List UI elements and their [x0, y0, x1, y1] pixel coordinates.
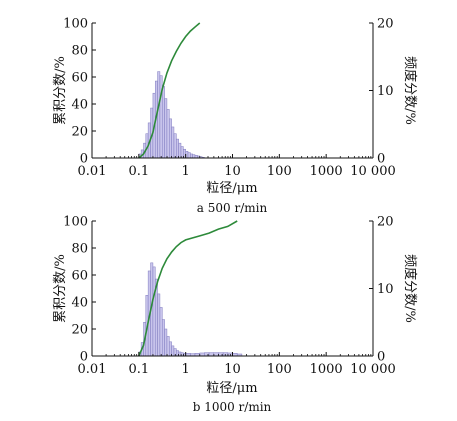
x-tick-label: 0.1 — [128, 164, 149, 179]
left-y-tick-label: 0 — [80, 350, 88, 365]
right-y-tick-label: 10 — [377, 84, 394, 99]
histogram-bars — [138, 262, 243, 357]
histogram-bar — [166, 109, 170, 159]
histogram-bar — [157, 71, 161, 159]
left-y-tick-label: 60 — [71, 269, 88, 284]
right-y-tick-label: 0 — [377, 350, 385, 365]
x-tick-label: 1 — [182, 362, 190, 377]
left-y-tick-label: 0 — [80, 152, 88, 167]
histogram-bar — [152, 266, 156, 357]
x-tick-label: 0.1 — [128, 362, 149, 377]
right-y-tick-label: 20 — [377, 215, 394, 230]
histogram-bar — [190, 153, 193, 159]
x-tick-label: 10 — [224, 362, 241, 377]
histogram-bar — [157, 293, 161, 357]
histogram-bar — [161, 86, 165, 159]
histogram-bar — [164, 328, 168, 357]
histogram-bar — [176, 138, 179, 159]
x-tick-label: 1000 — [310, 362, 343, 377]
histogram-bar — [161, 319, 165, 357]
left-y-tick-label: 40 — [71, 296, 88, 311]
left-y-tick-label: 20 — [71, 323, 88, 338]
left-y-tick-label: 100 — [63, 215, 88, 230]
x-tick-label: 10 — [224, 164, 241, 179]
x-tick-label: 10 000 — [350, 164, 396, 179]
x-tick-label: 1000 — [310, 164, 343, 179]
right-y-axis-title: 频度分数/% — [402, 254, 418, 323]
left-y-tick-label: 100 — [63, 17, 88, 32]
histogram-bar — [164, 98, 168, 159]
x-axis-title: 粒径/μm — [206, 381, 257, 396]
left-y-tick-label: 20 — [71, 125, 88, 140]
left-y-tick-label: 40 — [71, 98, 88, 113]
right-y-axis-title: 频度分数/% — [402, 56, 418, 125]
left-y-tick-label: 80 — [71, 242, 88, 257]
histogram-bar — [159, 307, 163, 357]
histogram-bar — [169, 118, 172, 159]
x-tick-label: 10 000 — [350, 362, 396, 377]
left-y-tick-label: 80 — [71, 44, 88, 59]
panel-caption: b 1000 r/min — [193, 400, 272, 414]
histogram-bar — [169, 341, 172, 357]
x-tick-label: 0.01 — [78, 164, 107, 179]
cumulative-line — [138, 220, 238, 357]
left-y-axis-title: 累积分数/% — [53, 56, 68, 125]
x-tick-label: 100 — [267, 164, 292, 179]
histogram-bar — [187, 152, 191, 159]
x-tick-label: 0.01 — [78, 362, 107, 377]
x-tick-label: 1 — [182, 164, 190, 179]
histogram-bar — [173, 133, 177, 159]
histogram-bar — [166, 336, 170, 357]
right-y-tick-label: 0 — [377, 152, 385, 167]
x-tick-label: 100 — [267, 362, 292, 377]
x-axis-title: 粒径/μm — [206, 181, 257, 196]
cumulative-line — [138, 22, 201, 159]
histogram-bar — [171, 126, 175, 159]
left-y-axis-title: 累积分数/% — [53, 254, 68, 323]
histogram-bar — [178, 142, 182, 159]
left-y-tick-label: 60 — [71, 71, 88, 86]
right-y-tick-label: 20 — [377, 17, 394, 32]
right-y-tick-label: 10 — [377, 282, 394, 297]
histogram-bar — [178, 351, 182, 357]
panel-caption: a 500 r/min — [197, 201, 268, 215]
